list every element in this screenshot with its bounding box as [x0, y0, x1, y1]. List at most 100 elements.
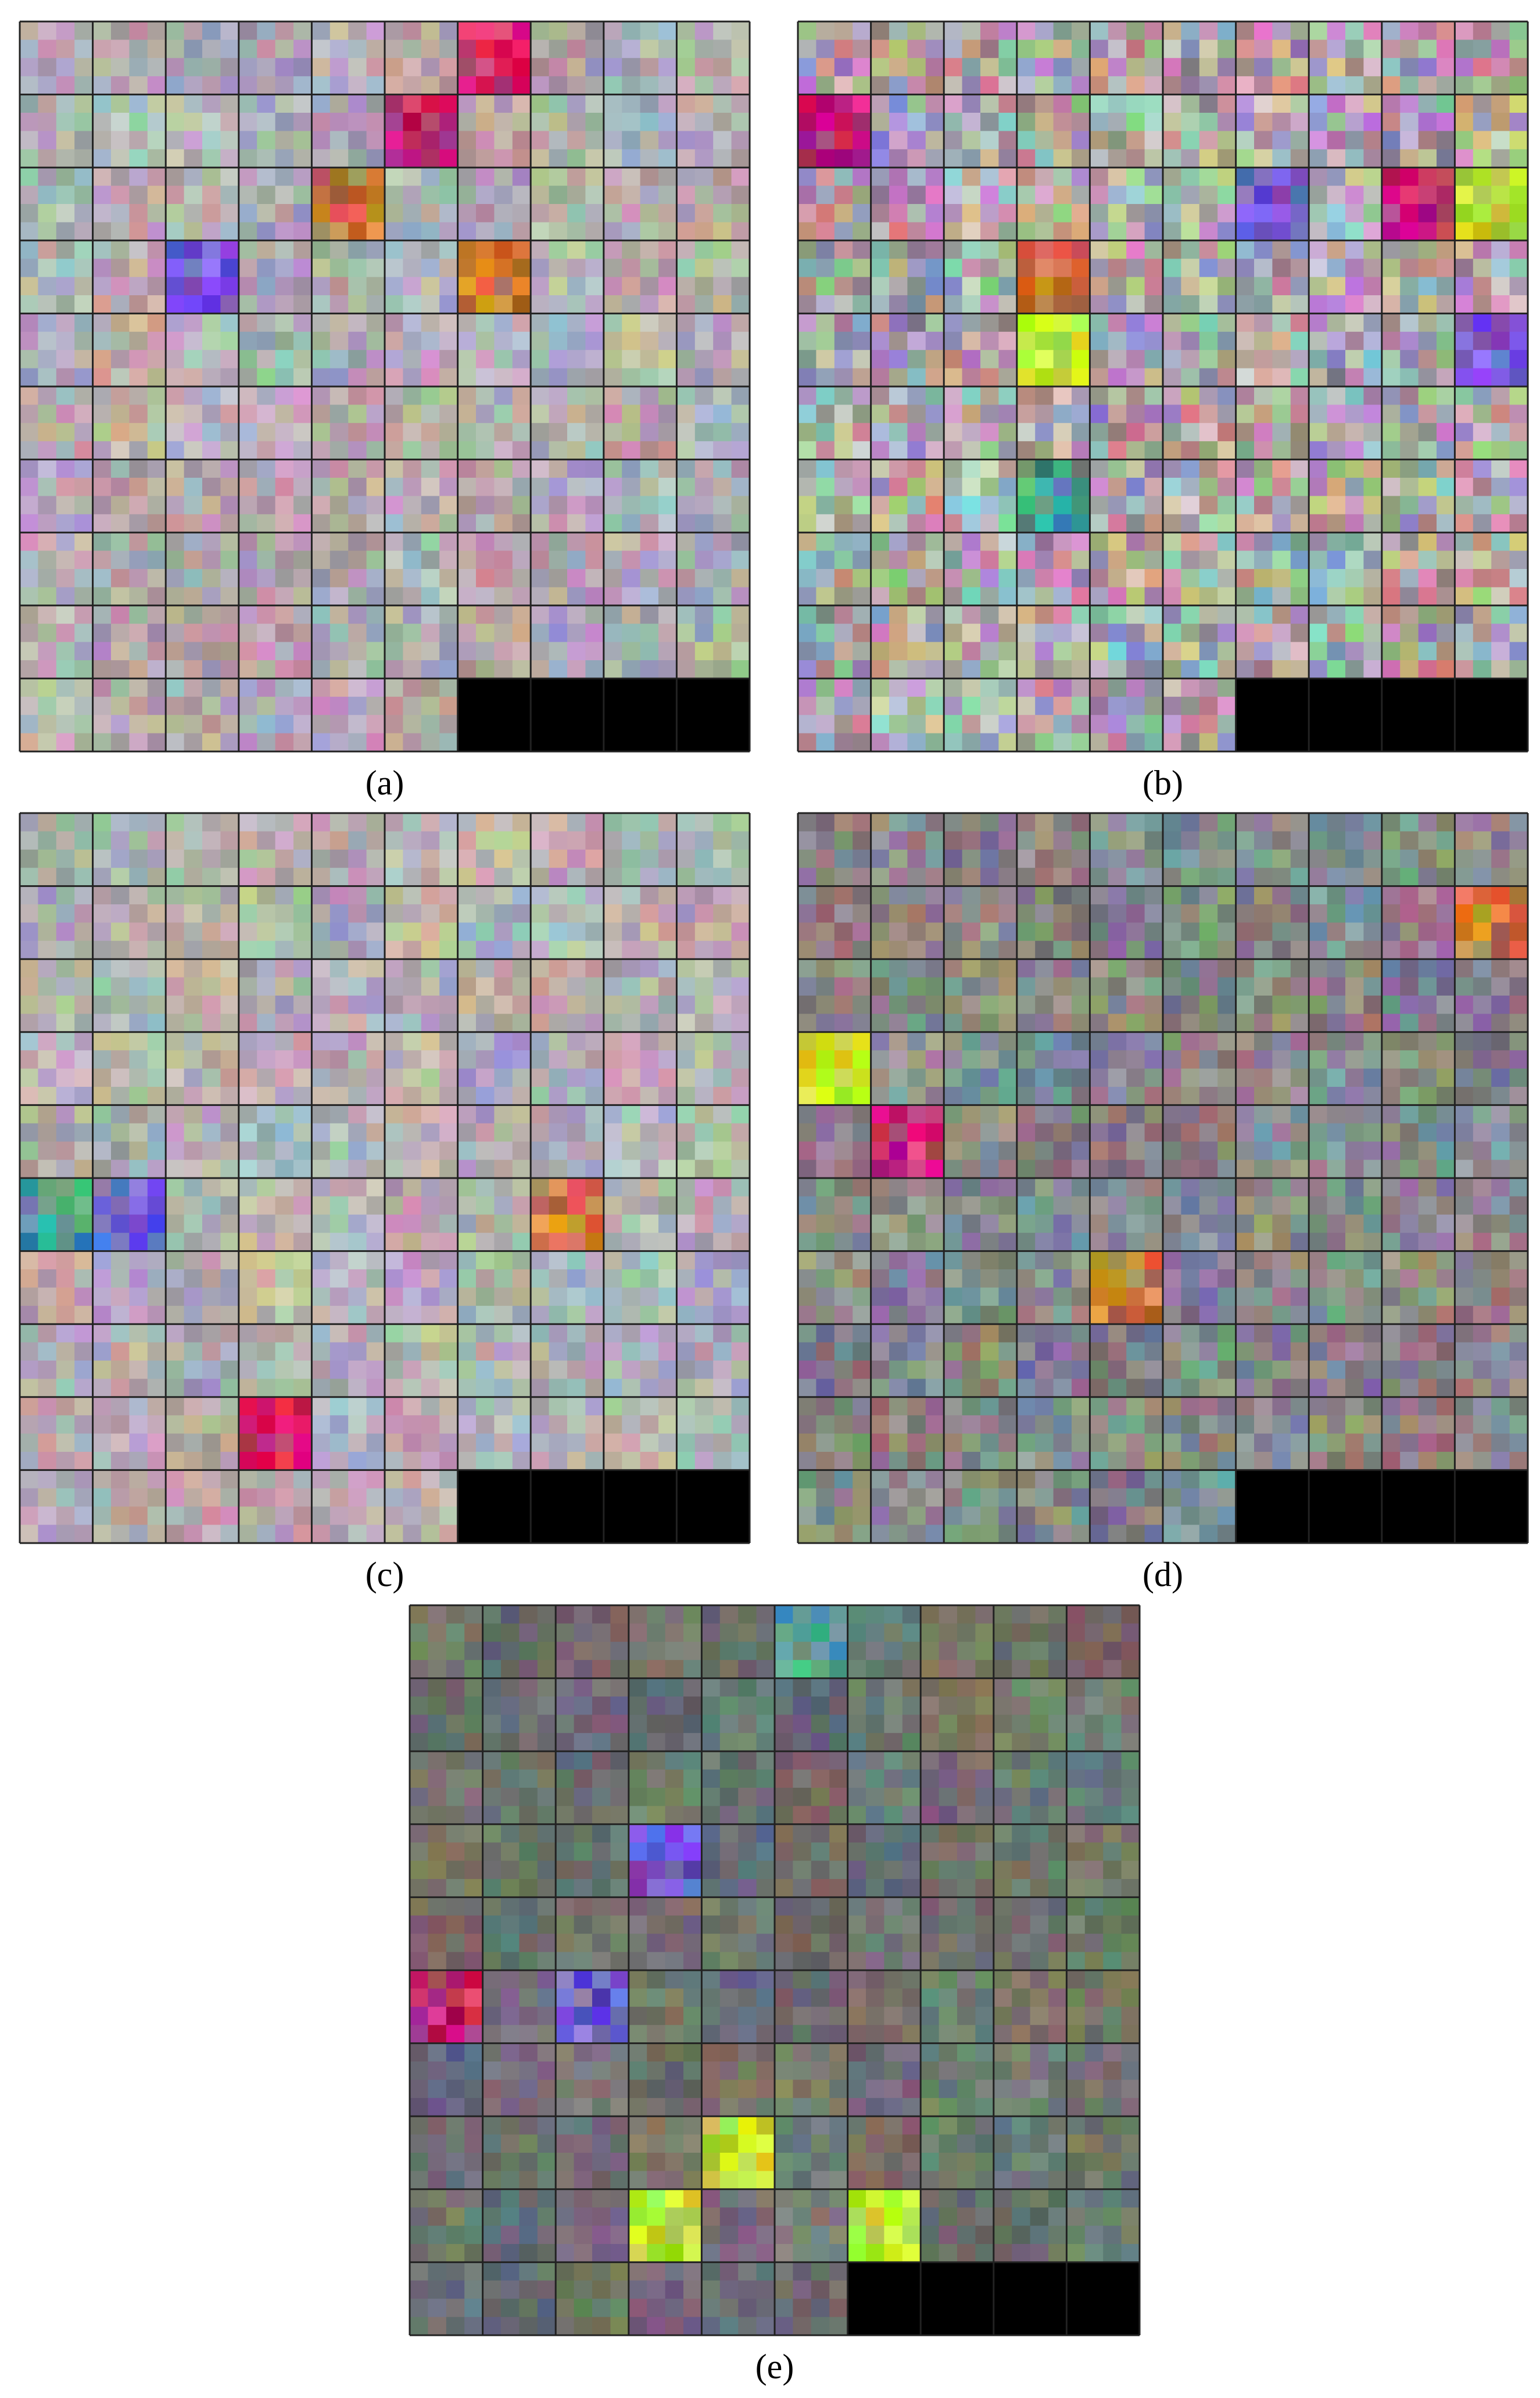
tile-pixel	[531, 1160, 549, 1179]
tile-pixel	[962, 569, 981, 588]
filter-tile	[1163, 460, 1236, 533]
tile-pixel	[202, 922, 221, 941]
tile-pixel	[129, 496, 148, 514]
tile-pixel	[1510, 624, 1528, 642]
tile-pixel	[275, 904, 294, 923]
tile-pixel	[907, 514, 926, 533]
tile-pixel	[367, 1087, 385, 1105]
tile-pixel	[348, 996, 367, 1014]
tile-pixel	[531, 478, 549, 496]
tile-pixel	[367, 922, 385, 941]
tile-pixel	[926, 678, 944, 697]
tile-pixel	[348, 660, 367, 679]
tile-pixel	[293, 149, 312, 168]
tile-pixel	[585, 831, 604, 850]
tile-pixel	[330, 1452, 349, 1470]
tile-pixel	[549, 941, 568, 960]
tile-pixel	[257, 551, 275, 570]
tile-pixel	[257, 813, 275, 832]
tile-pixel	[239, 959, 257, 978]
tile-pixel	[835, 95, 853, 113]
tile-pixel	[330, 313, 349, 332]
tile-pixel	[439, 423, 458, 442]
tile-pixel	[676, 850, 695, 868]
tile-pixel	[330, 76, 349, 95]
tile-pixel	[367, 996, 385, 1014]
tile-pixel	[1126, 350, 1145, 368]
tile-pixel	[311, 131, 330, 149]
tile-pixel	[1309, 277, 1327, 296]
tile-pixel	[835, 186, 853, 205]
tile-pixel	[202, 1050, 221, 1069]
tile-pixel	[257, 332, 275, 350]
tile-pixel	[1072, 551, 1090, 570]
tile-pixel	[458, 587, 477, 606]
tile-pixel	[816, 58, 835, 77]
tile-pixel	[93, 978, 112, 996]
filter-tile	[239, 460, 312, 533]
tile-pixel	[1419, 259, 1437, 277]
tile-pixel	[148, 1251, 166, 1270]
tile-pixel	[20, 715, 38, 733]
tile-pixel	[585, 978, 604, 996]
tile-pixel	[1510, 660, 1528, 679]
tile-pixel	[732, 1379, 750, 1397]
tile-pixel	[1236, 204, 1255, 223]
tile-pixel	[835, 405, 853, 423]
tile-pixel	[1108, 295, 1127, 314]
tile-pixel	[293, 113, 312, 131]
tile-pixel	[166, 350, 184, 368]
filter-tile	[1455, 167, 1528, 241]
tile-pixel	[494, 813, 513, 832]
tile-pixel	[202, 1525, 221, 1544]
tile-pixel	[1272, 441, 1291, 460]
tile-pixel	[494, 295, 513, 314]
tile-pixel	[202, 241, 221, 259]
tile-pixel	[622, 58, 640, 77]
tile-pixel	[1072, 149, 1090, 168]
tile-pixel	[311, 904, 330, 923]
tile-pixel	[585, 532, 604, 551]
tile-pixel	[421, 241, 440, 259]
tile-pixel	[1345, 332, 1364, 350]
tile-pixel	[1035, 58, 1054, 77]
tile-pixel	[1363, 569, 1382, 588]
tile-pixel	[458, 1434, 477, 1452]
tile-pixel	[1382, 186, 1401, 205]
tile-pixel	[1491, 441, 1510, 460]
tile-pixel	[20, 76, 38, 95]
filter-tile	[166, 22, 239, 95]
tile-pixel	[1491, 167, 1510, 186]
tile-pixel	[348, 58, 367, 77]
tile-pixel	[20, 478, 38, 496]
tile-pixel	[148, 514, 166, 533]
tile-pixel	[604, 1087, 622, 1105]
tile-pixel	[871, 587, 890, 606]
tile-pixel	[732, 332, 750, 350]
tile-pixel	[998, 131, 1017, 149]
tile-pixel	[998, 22, 1017, 40]
tile-pixel	[926, 496, 944, 514]
tile-pixel	[1145, 58, 1163, 77]
tile-pixel	[476, 22, 495, 40]
tile-pixel	[239, 1434, 257, 1452]
tile-pixel	[166, 733, 184, 752]
tile-pixel	[367, 868, 385, 886]
tile-pixel	[202, 259, 221, 277]
tile-pixel	[93, 1506, 112, 1525]
tile-pixel	[494, 1178, 513, 1197]
tile-pixel	[1090, 715, 1108, 733]
tile-pixel	[330, 1269, 349, 1288]
tile-pixel	[1382, 131, 1401, 149]
tile-pixel	[293, 1160, 312, 1179]
tile-pixel	[367, 1215, 385, 1233]
tile-pixel	[1017, 204, 1036, 223]
tile-pixel	[585, 1178, 604, 1197]
tile-pixel	[330, 922, 349, 941]
tile-pixel	[166, 996, 184, 1014]
tile-pixel	[1437, 76, 1455, 95]
tile-pixel	[676, 1379, 695, 1397]
filter-tile	[1236, 313, 1309, 386]
tile-pixel	[129, 259, 148, 277]
tile-pixel	[494, 113, 513, 131]
